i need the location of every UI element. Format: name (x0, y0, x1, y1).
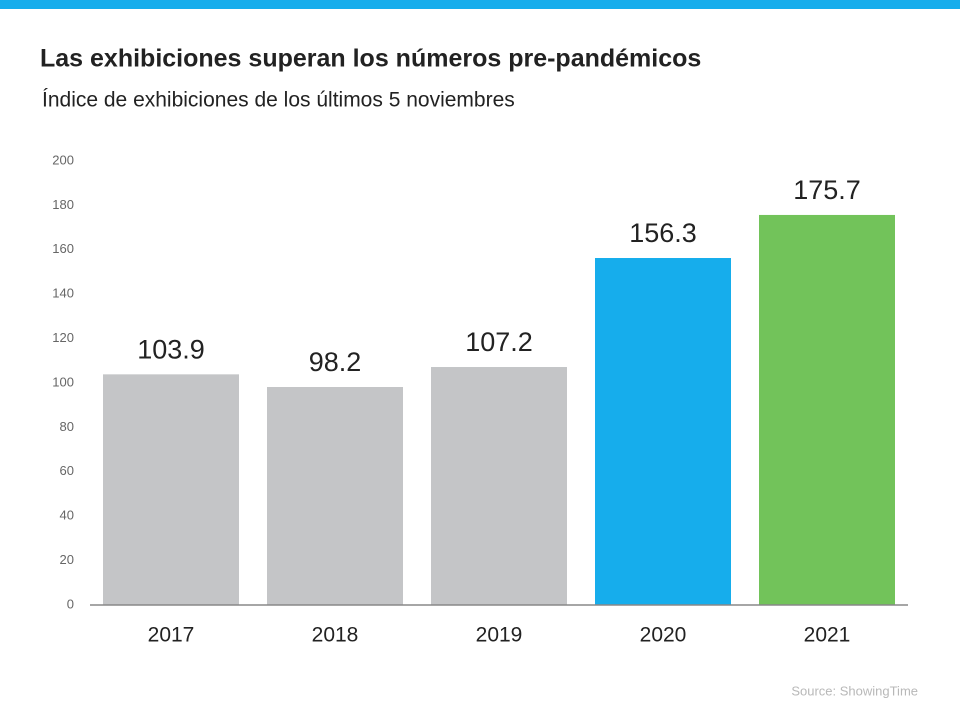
y-tick-label: 160 (52, 241, 74, 256)
y-tick-label: 20 (60, 552, 74, 567)
value-label: 156.3 (629, 218, 697, 248)
y-tick-label: 60 (60, 463, 74, 478)
bar (103, 374, 239, 605)
y-tick-label: 80 (60, 419, 74, 434)
value-label: 103.9 (137, 334, 205, 364)
x-tick-label: 2017 (148, 624, 195, 647)
y-tick-label: 100 (52, 374, 74, 389)
bar (267, 386, 403, 605)
y-tick-label: 40 (60, 508, 74, 523)
x-tick-label: 2018 (312, 624, 359, 647)
y-tick-label: 0 (67, 596, 74, 611)
value-label: 107.2 (465, 327, 533, 357)
x-tick-label: 2021 (804, 624, 851, 647)
x-tick-label: 2019 (476, 624, 523, 647)
value-label: 98.2 (309, 347, 362, 377)
y-tick-label: 200 (52, 152, 74, 167)
source: Source: ShowingTime (791, 683, 918, 698)
bar (431, 367, 567, 605)
bar (759, 214, 895, 606)
y-tick-label: 180 (52, 197, 74, 212)
chart-title: Las exhibiciones superan los números pre… (40, 45, 701, 73)
y-tick-label: 120 (52, 330, 74, 345)
value-label: 175.7 (793, 175, 861, 205)
top-strip (0, 0, 960, 9)
bar (595, 258, 731, 605)
x-tick-label: 2020 (640, 624, 687, 647)
y-tick-label: 140 (52, 286, 74, 301)
chart-subtitle: Índice de exhibiciones de los últimos 5 … (42, 89, 515, 112)
